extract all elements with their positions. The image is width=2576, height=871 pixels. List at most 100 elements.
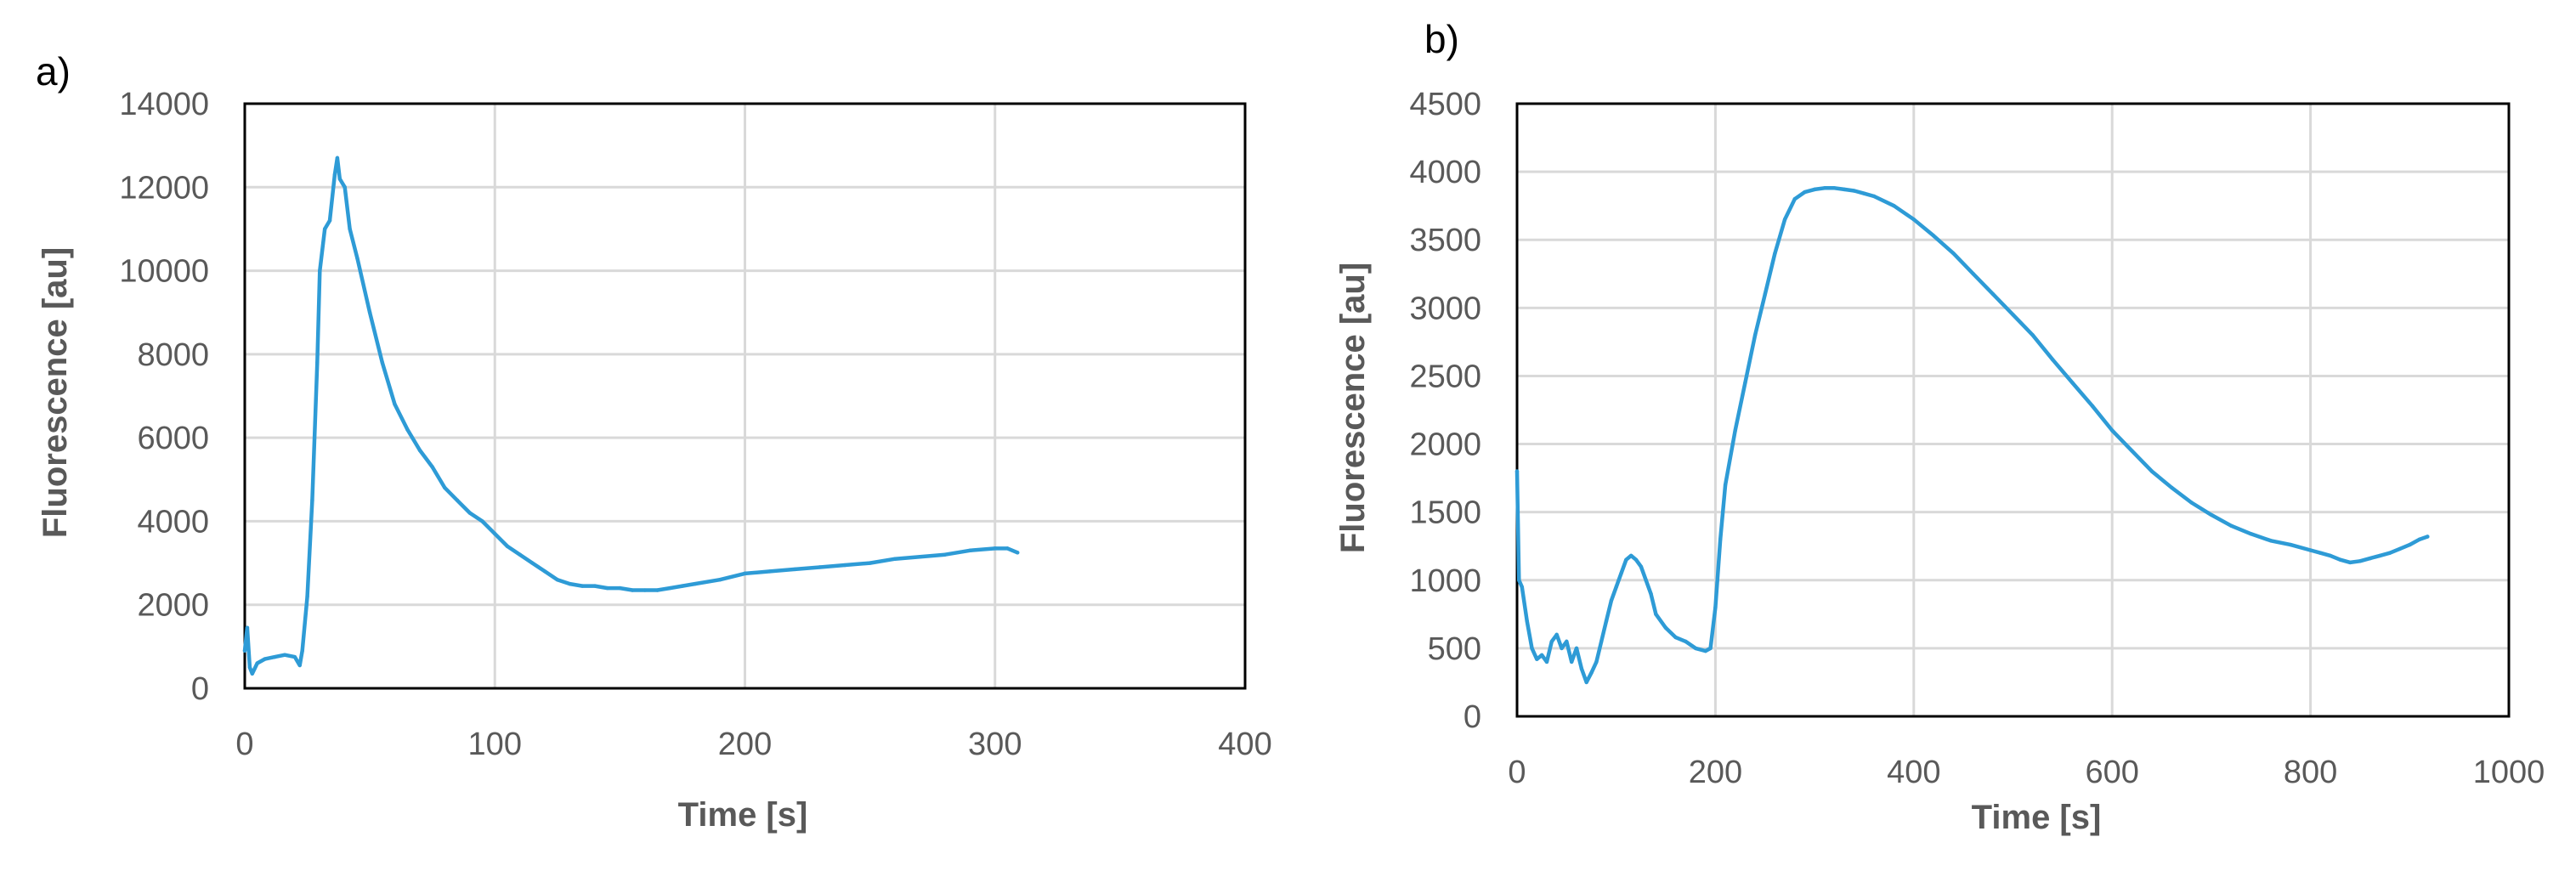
data-point-a [618,585,622,591]
data-point-b [1911,217,1916,222]
data-point-b [1782,217,1787,222]
y-tick-label-a: 10000 [119,254,209,290]
data-point-b [1565,639,1569,644]
data-point-a [297,663,302,668]
x-tick-label-a: 0 [235,727,253,762]
data-point-b [1639,564,1644,568]
data-point-b [1569,659,1574,665]
data-point-b [1773,252,1777,256]
data-point-b [2030,333,2035,337]
x-tick-label-a: 400 [1218,727,1271,762]
data-point-a [505,544,510,549]
data-point-b [1614,585,1618,589]
data-point-b [1589,670,1594,675]
data-point-b [1525,619,1529,624]
data-point-b [2417,537,2422,541]
data-point-a [417,448,422,453]
data-point-a [273,654,277,659]
data-point-b [2338,557,2342,562]
data-point-a [250,671,255,676]
data-point-a [843,563,847,568]
data-point-b [2358,559,2363,563]
data-point-a [530,561,535,565]
data-point-b [1812,187,1817,192]
x-axis-title-b: Time [s] [1972,799,2102,836]
data-point-a [355,256,360,261]
data-point-b [2149,469,2154,473]
data-point-b [1574,646,1579,651]
data-point-b [1832,186,1837,190]
data-point-b [1539,653,1544,658]
data-point-b [1633,557,1639,562]
data-point-a [245,625,250,630]
data-point-b [1584,680,1588,685]
data-point-a [542,569,547,574]
x-tick-label-b: 0 [1508,755,1526,790]
data-point-b [2289,542,2293,547]
data-point-a [310,498,314,503]
data-point-b [1862,191,1866,195]
data-point-a [518,552,522,557]
y-tick-label-a: 0 [191,671,209,707]
x-tick-label-b: 800 [2284,755,2337,790]
chart-panel-b: b) Time [s] Fluorescence [au] 0 200 400 600… [1334,17,2545,836]
data-point-b [1579,666,1584,671]
chart-panel-a: a) Time [s] Fluorescence [au] 0 100 200 300… [36,49,1272,834]
data-point-a [605,585,609,591]
data-point-b [2268,539,2273,543]
data-point-a [918,555,922,559]
data-point-a [555,578,560,582]
data-point-b [2378,553,2382,558]
data-point-b [1852,189,1856,193]
data-point-a [717,578,722,582]
data-point-a [305,594,309,599]
data-point-b [1520,585,1525,589]
y-tick-label-b: 1000 [1409,563,1481,599]
data-point-b [1535,657,1539,661]
x-axis-title-a: Time [s] [678,796,808,834]
data-point-b [1544,659,1549,665]
x-tick-label-a: 200 [718,727,772,762]
data-point-b [1743,381,1747,385]
data-point-b [2408,542,2412,547]
data-point-a [868,561,872,565]
data-point-a [315,360,320,365]
data-point-b [2110,428,2115,433]
x-tick-label-b: 200 [1689,755,1742,790]
data-point-b [1708,646,1713,651]
data-point-b [1514,469,1520,473]
data-point-b [1554,632,1559,637]
data-point-b [1733,428,1737,433]
data-point-b [1892,203,1896,208]
data-point-a [322,227,327,231]
data-point-a [343,185,347,189]
x-tick-label-a: 100 [468,727,522,762]
data-point-a [282,653,287,657]
data-point-a [367,310,372,314]
data-point-b [1871,194,1877,199]
y-tick-label-b: 3000 [1409,291,1481,326]
y-tick-label-b: 3500 [1409,223,1481,258]
data-point-b [1560,646,1564,651]
data-point-a [693,581,697,586]
data-point-a [337,177,343,181]
data-point-b [2368,556,2372,561]
data-point-a [292,654,297,659]
data-point-a [332,173,337,177]
data-point-b [1673,635,1678,640]
y-tick-label-b: 1500 [1409,495,1481,531]
data-point-b [1713,605,1718,610]
data-point-a [242,648,247,653]
data-point-b [1931,234,1936,238]
data-point-b [1517,578,1521,582]
data-point-b [1624,557,1628,562]
data-point-a [793,567,797,572]
data-point-a [1005,546,1010,551]
x-tick-label-b: 400 [1887,755,1940,790]
y-tick-label-a: 2000 [137,588,209,624]
data-point-b [1594,659,1599,665]
data-point-b [1803,189,1807,195]
data-point-a [430,465,434,469]
data-point-b [1792,196,1797,201]
y-tick-label-a: 12000 [119,170,209,206]
